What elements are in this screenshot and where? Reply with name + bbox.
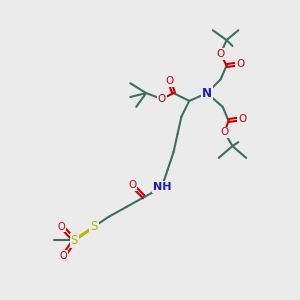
Text: O: O — [236, 58, 244, 69]
Text: S: S — [71, 234, 78, 247]
Text: O: O — [166, 76, 174, 86]
Text: N: N — [202, 87, 212, 100]
Text: O: O — [220, 127, 229, 137]
Text: NH: NH — [152, 182, 171, 192]
Text: O: O — [60, 251, 68, 261]
Text: O: O — [238, 114, 246, 124]
Text: O: O — [58, 222, 65, 232]
Text: S: S — [90, 220, 98, 233]
Text: O: O — [128, 180, 136, 190]
Text: O: O — [158, 94, 166, 104]
Text: O: O — [217, 49, 225, 59]
